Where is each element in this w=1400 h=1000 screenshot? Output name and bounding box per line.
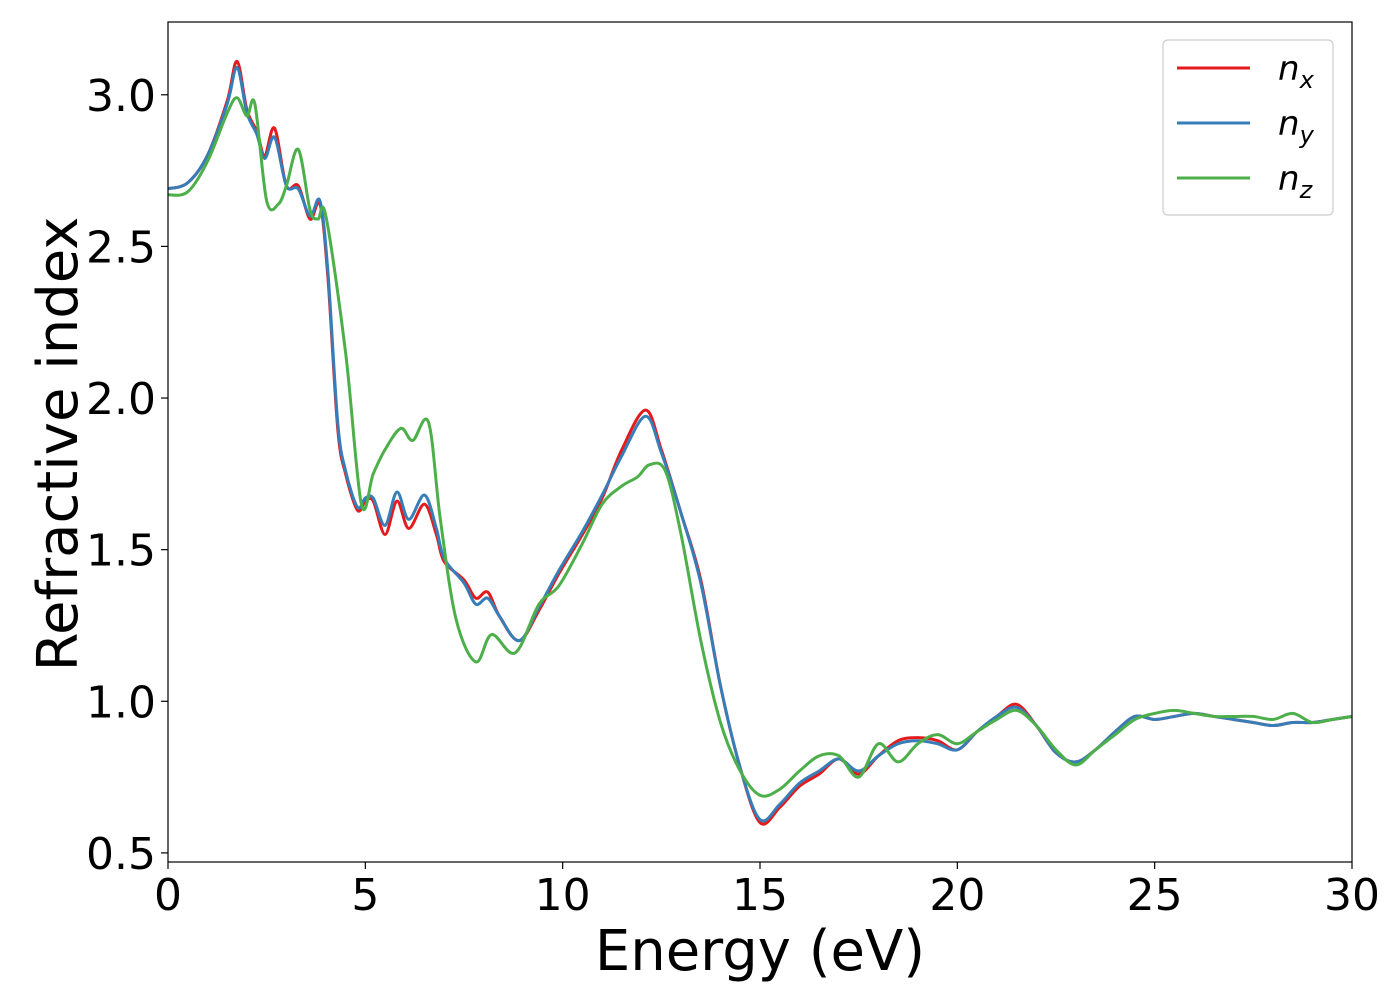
legend-label-x: nx	[1278, 49, 1315, 94]
y-tick-label: 0.5	[86, 829, 156, 880]
series-line-z	[168, 96, 1352, 798]
x-tick-label: 30	[1324, 870, 1380, 921]
series-layer	[168, 59, 1352, 826]
x-tick-label: 10	[535, 870, 591, 921]
y-tick-label: 1.0	[86, 677, 156, 728]
x-tick-label: 5	[351, 870, 379, 921]
x-axis-title: Energy (eV)	[595, 919, 925, 984]
x-tick-label: 15	[732, 870, 788, 921]
legend-label-z: nz	[1278, 159, 1314, 204]
legend: nx ny nz	[1162, 39, 1334, 216]
y-tick-label: 2.0	[86, 374, 156, 425]
x-tick-label: 0	[154, 870, 182, 921]
y-axis-title: Refractive index	[26, 217, 91, 672]
y-tick-label: 3.0	[86, 71, 156, 122]
x-tick-label: 20	[929, 870, 985, 921]
y-tick-label: 1.5	[86, 526, 156, 577]
series-line-y	[168, 65, 1352, 823]
legend-box	[1162, 39, 1334, 216]
y-tick-label: 2.5	[86, 222, 156, 273]
ticks-layer: 0 5 10 15 20 25 30 0.5 1.0 1.5 2.0 2.5 3.0	[86, 71, 1380, 921]
legend-label-y: ny	[1278, 104, 1315, 149]
x-tick-label: 25	[1127, 870, 1183, 921]
